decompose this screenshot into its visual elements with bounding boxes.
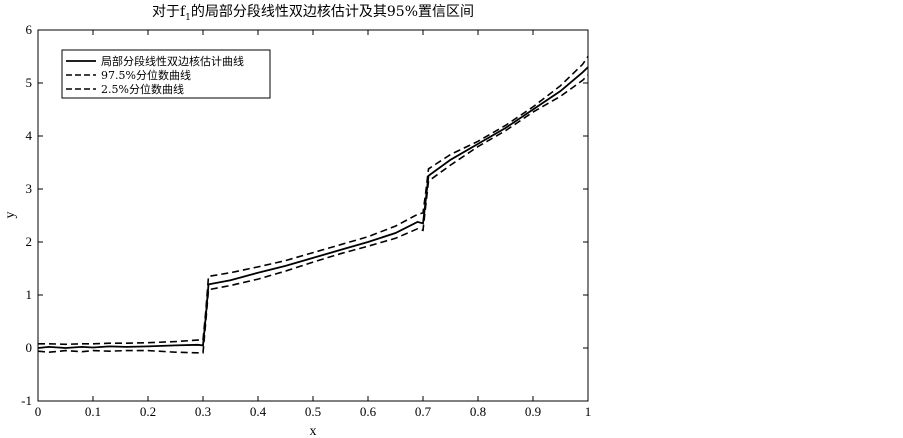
y-axis: -1 0 1 2 3 4 5 6 xyxy=(21,22,588,408)
y-tick-label: 6 xyxy=(26,22,33,37)
legend-label: 2.5%分位数曲线 xyxy=(101,82,184,96)
x-tick-label: 0.6 xyxy=(360,404,377,419)
title-subscript: 1 xyxy=(185,13,191,23)
legend-label: 97.5%分位数曲线 xyxy=(101,68,191,82)
y-tick-label: 2 xyxy=(26,234,33,249)
series-line-2 xyxy=(38,56,589,346)
y-tick-label: 5 xyxy=(26,75,33,90)
x-tick-label: 1 xyxy=(585,404,592,419)
y-axis-label: y xyxy=(3,212,18,219)
series-line-3 xyxy=(37,74,589,354)
x-tick-label: 0.3 xyxy=(195,404,211,419)
x-tick-label: 0.7 xyxy=(415,404,432,419)
title-suffix: 的局部分段线性双边核估计及其95%置信区间 xyxy=(191,4,474,20)
y-tick-label: 0 xyxy=(26,340,33,355)
y-tick-label: 4 xyxy=(26,128,33,143)
y-tick-label: -1 xyxy=(21,393,32,408)
x-tick-label: 0.5 xyxy=(305,404,321,419)
legend-label: 局部分段线性双边核估计曲线 xyxy=(101,54,244,68)
title-prefix: 对于f xyxy=(152,4,187,20)
x-axis-label: x xyxy=(310,424,317,438)
x-tick-label: 0.4 xyxy=(250,404,267,419)
x-tick-label: 0 xyxy=(35,404,42,419)
series-layer xyxy=(37,56,589,354)
x-tick-label: 0.8 xyxy=(470,404,486,419)
chart-title: 对于f1的局部分段线性双边核估计及其95%置信区间 xyxy=(152,4,474,23)
legend-box xyxy=(61,49,271,99)
series-line-1 xyxy=(37,66,589,349)
x-tick-label: 0.1 xyxy=(85,404,101,419)
x-tick-label: 0.2 xyxy=(140,404,156,419)
y-tick-label: 3 xyxy=(26,181,33,196)
y-tick-label: 1 xyxy=(26,287,33,302)
x-tick-label: 0.9 xyxy=(525,404,541,419)
x-axis: 0 0.1 0.2 0.3 0.4 0.5 0.6 0.7 0.8 0.9 1 xyxy=(35,30,592,419)
